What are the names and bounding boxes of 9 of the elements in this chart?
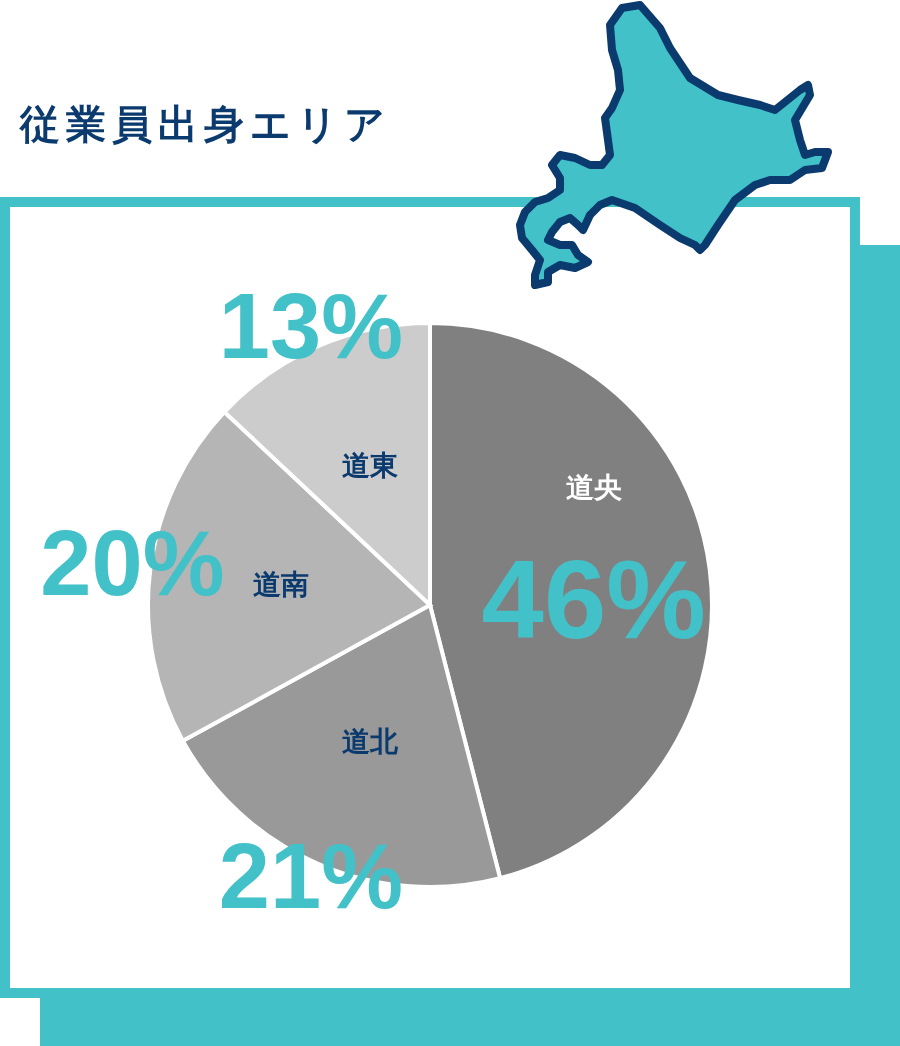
slice-label: 道北 (342, 724, 400, 758)
data-label: 21% (218, 825, 403, 928)
data-label: 46% (481, 537, 706, 663)
data-label: 13% (218, 274, 403, 377)
slice-label: 道南 (253, 568, 310, 602)
slice-label: 道東 (342, 449, 399, 483)
chart-title: 従業員出身エリア (20, 100, 391, 148)
data-label: 20% (40, 512, 225, 615)
slice-label: 道央 (565, 471, 623, 505)
